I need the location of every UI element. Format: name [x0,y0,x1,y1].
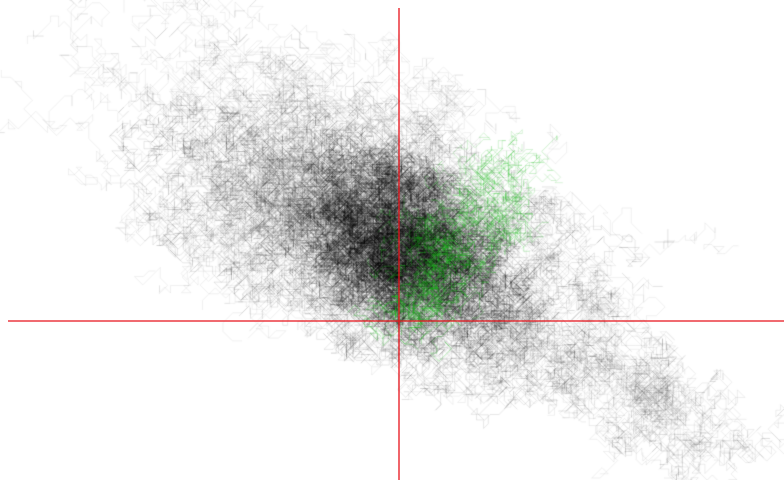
random-walk-plot [0,0,784,480]
random-walk-canvas-area [0,0,784,480]
